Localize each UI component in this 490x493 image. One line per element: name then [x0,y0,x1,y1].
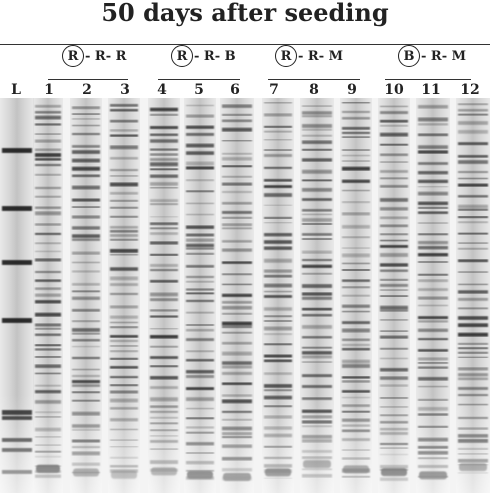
group-label-4: B- R- M [398,45,466,71]
group-3-underline [268,79,360,80]
lane-label-1: 1 [44,82,54,98]
group-2-circled-letter: R [171,45,193,67]
figure-title: 50 days after seeding [101,0,389,27]
lane-fade [184,98,216,493]
lane-fade [220,98,254,493]
lane-2 [70,98,102,493]
lane-6 [220,98,254,493]
lane-8 [300,98,334,493]
group-label-2: R- R- B [171,45,236,71]
lane-label-L: L [11,82,21,98]
gel-lanes [0,98,490,493]
group-1-underline [48,79,128,80]
lane-label-2: 2 [82,82,92,98]
lane-1 [33,98,63,493]
lane-fade [262,98,294,493]
lane-label-5: 5 [194,82,204,98]
lane-fade [0,98,34,493]
group-4-circled-letter: B [398,45,420,67]
group-3-label-rest: - R- M [298,49,344,64]
lane-11 [416,98,450,493]
lane-9 [340,98,372,493]
lane-label-7: 7 [269,82,279,98]
lane-5 [184,98,216,493]
lane-7 [262,98,294,493]
lane-fade [33,98,63,493]
lane-fade [108,98,140,493]
lane-fade [300,98,334,493]
lane-label-9: 9 [347,82,357,98]
group-1-label-rest: - R- R [85,49,127,64]
group-1-circled-letter: R [62,45,84,67]
lane-label-6: 6 [230,82,240,98]
lane-12 [456,98,490,493]
lane-label-8: 8 [309,82,319,98]
gel-image [0,98,490,493]
lane-label-10: 10 [384,82,404,98]
lane-label-11: 11 [421,82,441,98]
lane-fade [378,98,410,493]
group-4-underline [385,79,471,80]
lane-L [0,98,34,493]
lane-label-4: 4 [157,82,167,98]
group-label-1: R- R- R [62,45,126,71]
lane-fade [340,98,372,493]
group-4-label-rest: - R- M [421,49,467,64]
lane-fade [148,98,180,493]
lane-fade [416,98,450,493]
group-2-underline [158,79,240,80]
lane-3 [108,98,140,493]
lane-label-3: 3 [120,82,130,98]
lane-fade [70,98,102,493]
header-divider [0,44,490,45]
lane-4 [148,98,180,493]
lane-label-12: 12 [460,82,480,98]
lane-fade [456,98,490,493]
group-2-label-rest: - R- B [194,49,236,64]
lane-10 [378,98,410,493]
group-3-circled-letter: R [275,45,297,67]
group-label-3: R- R- M [275,45,343,71]
